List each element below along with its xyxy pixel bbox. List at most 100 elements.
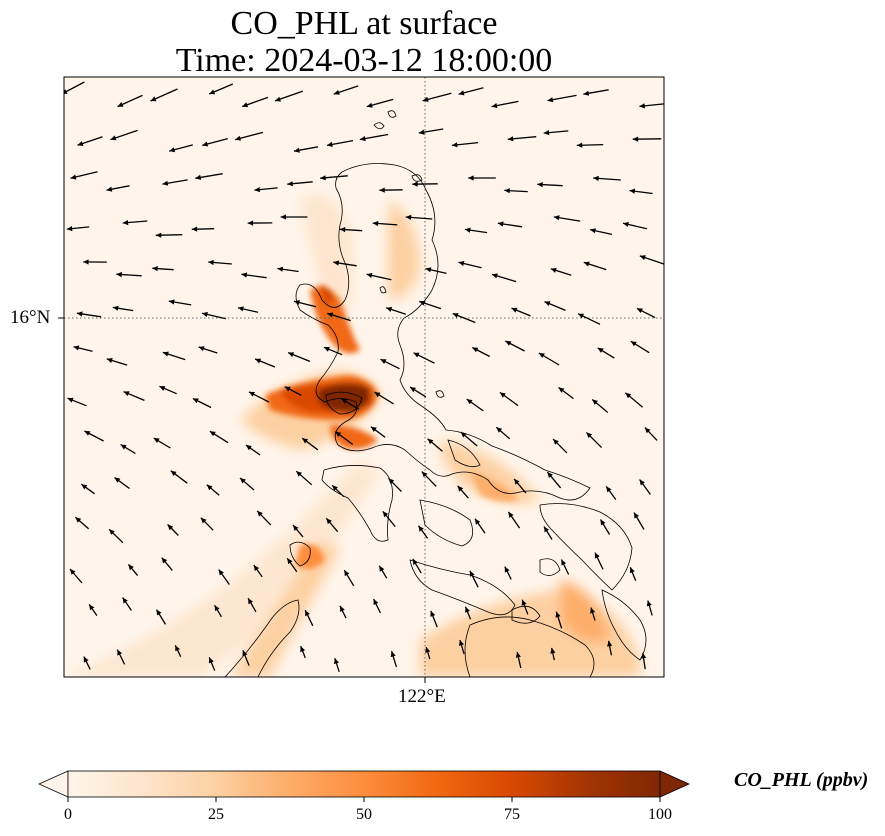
wind-arrow-head [169, 147, 176, 153]
wind-arrow-head [254, 187, 260, 193]
wind-arrow-head [460, 432, 467, 438]
colorbar-label: CO_PHL (ppbv) [734, 769, 869, 791]
wind-arrow-head [200, 517, 207, 524]
wind-arrow-head [561, 559, 567, 566]
wind-arrow-head [120, 444, 127, 450]
wind-arrow-head [630, 341, 637, 347]
wind-arrow-head [253, 565, 260, 571]
wind-arrow-head [192, 398, 199, 404]
wind-arrow-head [156, 609, 162, 616]
wind-arrow-head [114, 477, 121, 483]
wind-arrow-head [159, 386, 166, 391]
wind-arrow-head [67, 397, 74, 403]
colorbar-min-extend [38, 770, 69, 798]
wind-arrow-head [214, 605, 220, 612]
wind-arrow-head [209, 431, 216, 437]
wind-arrow-head [75, 517, 82, 523]
wind-vectors [64, 81, 664, 673]
wind-arrow-head [332, 485, 338, 491]
colorbar-tick-label-25: 25 [208, 806, 224, 823]
wind-arrow-head [547, 97, 554, 103]
wind-arrow-head [639, 255, 646, 261]
wind-arrow-head [593, 175, 599, 181]
wind-arrow-head [76, 311, 83, 317]
wind-arrow-head [641, 652, 647, 659]
wind-arrow-head [413, 352, 420, 358]
wind-arrow-head [294, 147, 300, 153]
wind-arrow-head [537, 182, 543, 188]
colorbar-max-extend [659, 770, 690, 798]
wind-arrow-head [64, 89, 68, 94]
wind-arrow-head [288, 352, 295, 357]
wind-arrow-head [386, 307, 393, 312]
wind-arrow-head [382, 511, 389, 518]
wind-arrow-head [287, 181, 293, 187]
wind-arrow-head [475, 518, 481, 525]
latitude-tick-label: 16°N [10, 307, 51, 328]
wind-arrow-head [639, 103, 645, 109]
wind-arrow-head [112, 305, 119, 311]
wind-arrow-head [466, 399, 473, 405]
wind-arrow-head [168, 299, 175, 305]
wind-arrow-head [372, 220, 379, 227]
wind-arrow-head [327, 312, 334, 318]
wind-arrow-head [418, 129, 425, 135]
wind-arrow-head [550, 267, 557, 273]
wind-arrow-head [170, 470, 177, 477]
wind-arrow-head [544, 301, 551, 307]
wind-arrow-head [491, 103, 498, 109]
wind-arrow-head [242, 102, 249, 108]
wind-arrow-head [594, 552, 600, 559]
wind-arrow-head [116, 271, 122, 278]
colorbar-tick-label-100: 100 [648, 806, 672, 823]
wind-arrow-head [553, 439, 559, 445]
colorbar-tick-label-0: 0 [64, 806, 72, 823]
wind-arrow-head [496, 427, 503, 433]
wind-arrow-head [491, 273, 498, 279]
wind-arrow-head [472, 347, 479, 353]
wind-arrow-head [70, 174, 77, 180]
wind-arrow-head [606, 486, 612, 493]
wind-arrow-head [247, 220, 254, 226]
wind-arrow-head [590, 607, 596, 614]
wind-arrow-head [464, 227, 471, 233]
wind-arrow-head [162, 180, 169, 186]
wind-arrow-head [629, 188, 636, 194]
wind-arrow-head [508, 511, 514, 518]
map-panel [64, 77, 664, 677]
wind-arrow-head [83, 656, 89, 663]
wind-arrow-head [241, 272, 248, 278]
wind-arrow-head [636, 308, 643, 314]
wind-arrow-head [607, 640, 613, 647]
wind-arrow-head [499, 392, 506, 398]
wind-arrow-head [206, 484, 213, 491]
wind-arrow-head [296, 471, 302, 477]
wind-arrow-head [421, 471, 428, 478]
wind-arrow-head [379, 565, 385, 572]
wind-arrow-head [320, 175, 326, 181]
gridlines [64, 77, 664, 677]
wind-arrow-head [457, 485, 464, 492]
wind-arrow-head [284, 386, 291, 392]
map-background [64, 77, 664, 677]
wind-arrow-head [410, 387, 416, 393]
wind-arrow-head [544, 526, 549, 533]
wind-arrow-head [583, 90, 590, 96]
wind-arrow-head [208, 657, 214, 664]
wind-arrow-head [374, 392, 381, 398]
wind-arrow-head [238, 306, 244, 312]
wind-arrow-head [380, 359, 387, 364]
wind-arrow-head [451, 142, 458, 148]
wind-arrow-head [81, 484, 88, 490]
wind-arrow-head [161, 557, 168, 564]
wind-arrow-head [162, 351, 169, 357]
wind-arrow-head [248, 598, 253, 605]
wind-arrow-head [287, 558, 293, 565]
colorbar-tick-label-75: 75 [504, 806, 520, 823]
wind-arrow-head [511, 307, 518, 313]
wind-arrow-head [255, 358, 262, 364]
wind-arrow-head [590, 228, 596, 234]
wind-arrow-head [586, 432, 593, 438]
wind-arrow-head [515, 652, 521, 658]
